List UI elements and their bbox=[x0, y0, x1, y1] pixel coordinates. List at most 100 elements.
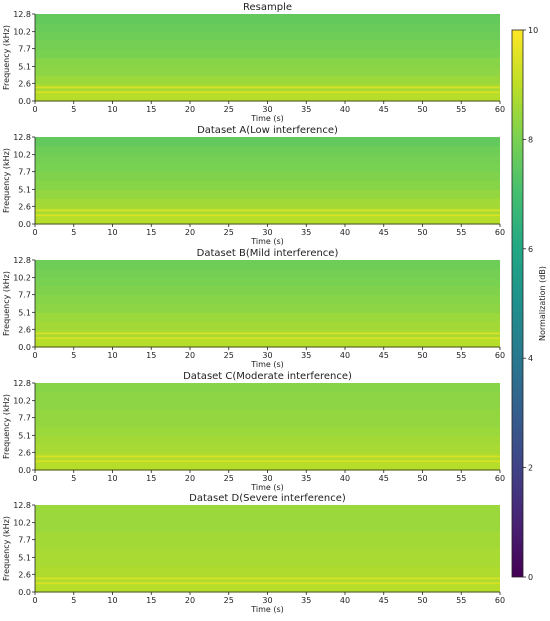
x-tick-label: 35 bbox=[301, 474, 311, 483]
x-tick-label: 10 bbox=[107, 105, 117, 114]
spectrogram-band bbox=[35, 285, 500, 296]
x-tick-label: 40 bbox=[340, 596, 350, 605]
tonal-line bbox=[35, 214, 500, 217]
colorbar-label: Normalization (dB) bbox=[538, 266, 547, 341]
x-tick-label: 10 bbox=[107, 596, 117, 605]
spectrogram-band bbox=[35, 548, 500, 558]
x-tick-label: 15 bbox=[146, 351, 156, 360]
spectrogram-band bbox=[35, 522, 500, 532]
spectrogram-band bbox=[35, 260, 500, 270]
tonal-line bbox=[35, 209, 500, 212]
tonal-line bbox=[35, 582, 500, 585]
spectrogram-band bbox=[35, 312, 500, 322]
x-tick-label: 0 bbox=[32, 596, 37, 605]
x-tick-label: 45 bbox=[379, 105, 389, 114]
x-axis-label: Time (s) bbox=[250, 360, 284, 369]
colorbar-tick-label: 2 bbox=[528, 464, 533, 473]
x-tick-label: 25 bbox=[224, 228, 234, 237]
y-tick-label: 12.8 bbox=[13, 379, 31, 388]
spectrogram-band bbox=[35, 22, 500, 33]
x-tick-label: 45 bbox=[379, 474, 389, 483]
x-tick-label: 0 bbox=[32, 105, 37, 114]
x-tick-label: 60 bbox=[495, 228, 505, 237]
x-tick-label: 0 bbox=[32, 228, 37, 237]
x-tick-label: 25 bbox=[224, 596, 234, 605]
tonal-line bbox=[35, 460, 500, 463]
tonal-line bbox=[35, 455, 500, 458]
spectrogram-panel: Dataset D(Severe interference) 0 5 10 15 20 25… bbox=[2, 493, 505, 614]
y-tick-label: 10.2 bbox=[13, 397, 31, 406]
x-tick-label: 20 bbox=[185, 596, 195, 605]
y-tick-label: 12.8 bbox=[13, 10, 31, 19]
x-tick-label: 45 bbox=[379, 351, 389, 360]
y-tick-label: 7.7 bbox=[18, 291, 31, 300]
x-tick-label: 5 bbox=[71, 474, 76, 483]
colorbar-tick-label: 6 bbox=[528, 245, 533, 254]
x-tick-label: 25 bbox=[224, 351, 234, 360]
tonal-line bbox=[35, 91, 500, 94]
spectrogram-band bbox=[35, 557, 500, 567]
spectrogram-band bbox=[35, 189, 500, 199]
spectrogram-band bbox=[35, 92, 500, 102]
x-tick-label: 5 bbox=[71, 351, 76, 360]
y-tick-label: 7.7 bbox=[18, 168, 31, 177]
x-tick-label: 30 bbox=[262, 474, 272, 483]
y-tick-label: 10.2 bbox=[13, 519, 31, 528]
spectrogram-band bbox=[35, 513, 500, 524]
spectrogram-band bbox=[35, 338, 500, 348]
y-tick-label: 5.1 bbox=[18, 185, 31, 194]
x-tick-label: 30 bbox=[262, 105, 272, 114]
spectrogram-panel: Dataset A(Low interference) 0 5 10 15 20 25 30 3… bbox=[2, 125, 505, 246]
spectrogram-band bbox=[35, 417, 500, 428]
y-tick-label: 10.2 bbox=[13, 274, 31, 283]
x-tick-label: 20 bbox=[185, 105, 195, 114]
y-axis-label: Frequency (kHz) bbox=[2, 271, 11, 336]
spectrogram-band bbox=[35, 198, 500, 207]
y-axis-label: Frequency (kHz) bbox=[2, 148, 11, 213]
colorbar: 0 2 4 6 8 10 Normalization (dB) bbox=[511, 26, 547, 582]
panel-title: Dataset B(Mild interference) bbox=[197, 248, 339, 259]
spectrogram-band bbox=[35, 48, 500, 59]
x-tick-label: 35 bbox=[301, 228, 311, 237]
x-tick-label: 50 bbox=[417, 596, 427, 605]
x-tick-label: 0 bbox=[32, 474, 37, 483]
spectrogram-band bbox=[35, 539, 500, 550]
spectrogram-band bbox=[35, 383, 500, 393]
y-tick-label: 12.8 bbox=[13, 133, 31, 142]
x-tick-label: 0 bbox=[32, 351, 37, 360]
x-tick-label: 55 bbox=[456, 474, 466, 483]
colorbar-tick-label: 10 bbox=[528, 26, 538, 35]
x-axis-label: Time (s) bbox=[250, 114, 284, 123]
x-tick-label: 20 bbox=[185, 228, 195, 237]
y-tick-label: 0.0 bbox=[18, 97, 31, 106]
x-tick-label: 10 bbox=[107, 351, 117, 360]
y-tick-label: 0.0 bbox=[18, 220, 31, 229]
x-tick-label: 60 bbox=[495, 474, 505, 483]
spectrogram-band bbox=[35, 180, 500, 190]
spectrogram-panel: Resample 0 5 10 15 20 25 30 35 40 45 50 55 60 Time (s)… bbox=[2, 2, 505, 123]
tonal-line bbox=[35, 577, 500, 580]
y-tick-label: 7.7 bbox=[18, 414, 31, 423]
x-tick-label: 55 bbox=[456, 596, 466, 605]
spectrogram-band bbox=[35, 57, 500, 67]
x-tick-label: 60 bbox=[495, 351, 505, 360]
spectrogram-band bbox=[35, 14, 500, 24]
y-tick-label: 5.1 bbox=[18, 308, 31, 317]
y-tick-label: 0.0 bbox=[18, 343, 31, 352]
spectrogram-band bbox=[35, 391, 500, 402]
spectrogram-band bbox=[35, 66, 500, 76]
x-tick-label: 40 bbox=[340, 105, 350, 114]
spectrogram-band bbox=[35, 137, 500, 147]
x-tick-label: 50 bbox=[417, 474, 427, 483]
y-axis-label: Frequency (kHz) bbox=[2, 394, 11, 459]
y-tick-label: 2.6 bbox=[18, 570, 31, 579]
y-axis-label: Frequency (kHz) bbox=[2, 25, 11, 90]
spectrogram-panel: Dataset C(Moderate interference) 0 5 10 15 20… bbox=[2, 371, 505, 492]
spectrogram-band bbox=[35, 530, 500, 541]
panel-title: Resample bbox=[243, 2, 292, 13]
spectrogram-band bbox=[35, 505, 500, 515]
panel-title: Dataset A(Low interference) bbox=[197, 125, 338, 136]
x-tick-label: 35 bbox=[301, 105, 311, 114]
colorbar-tick-label: 4 bbox=[528, 354, 533, 363]
